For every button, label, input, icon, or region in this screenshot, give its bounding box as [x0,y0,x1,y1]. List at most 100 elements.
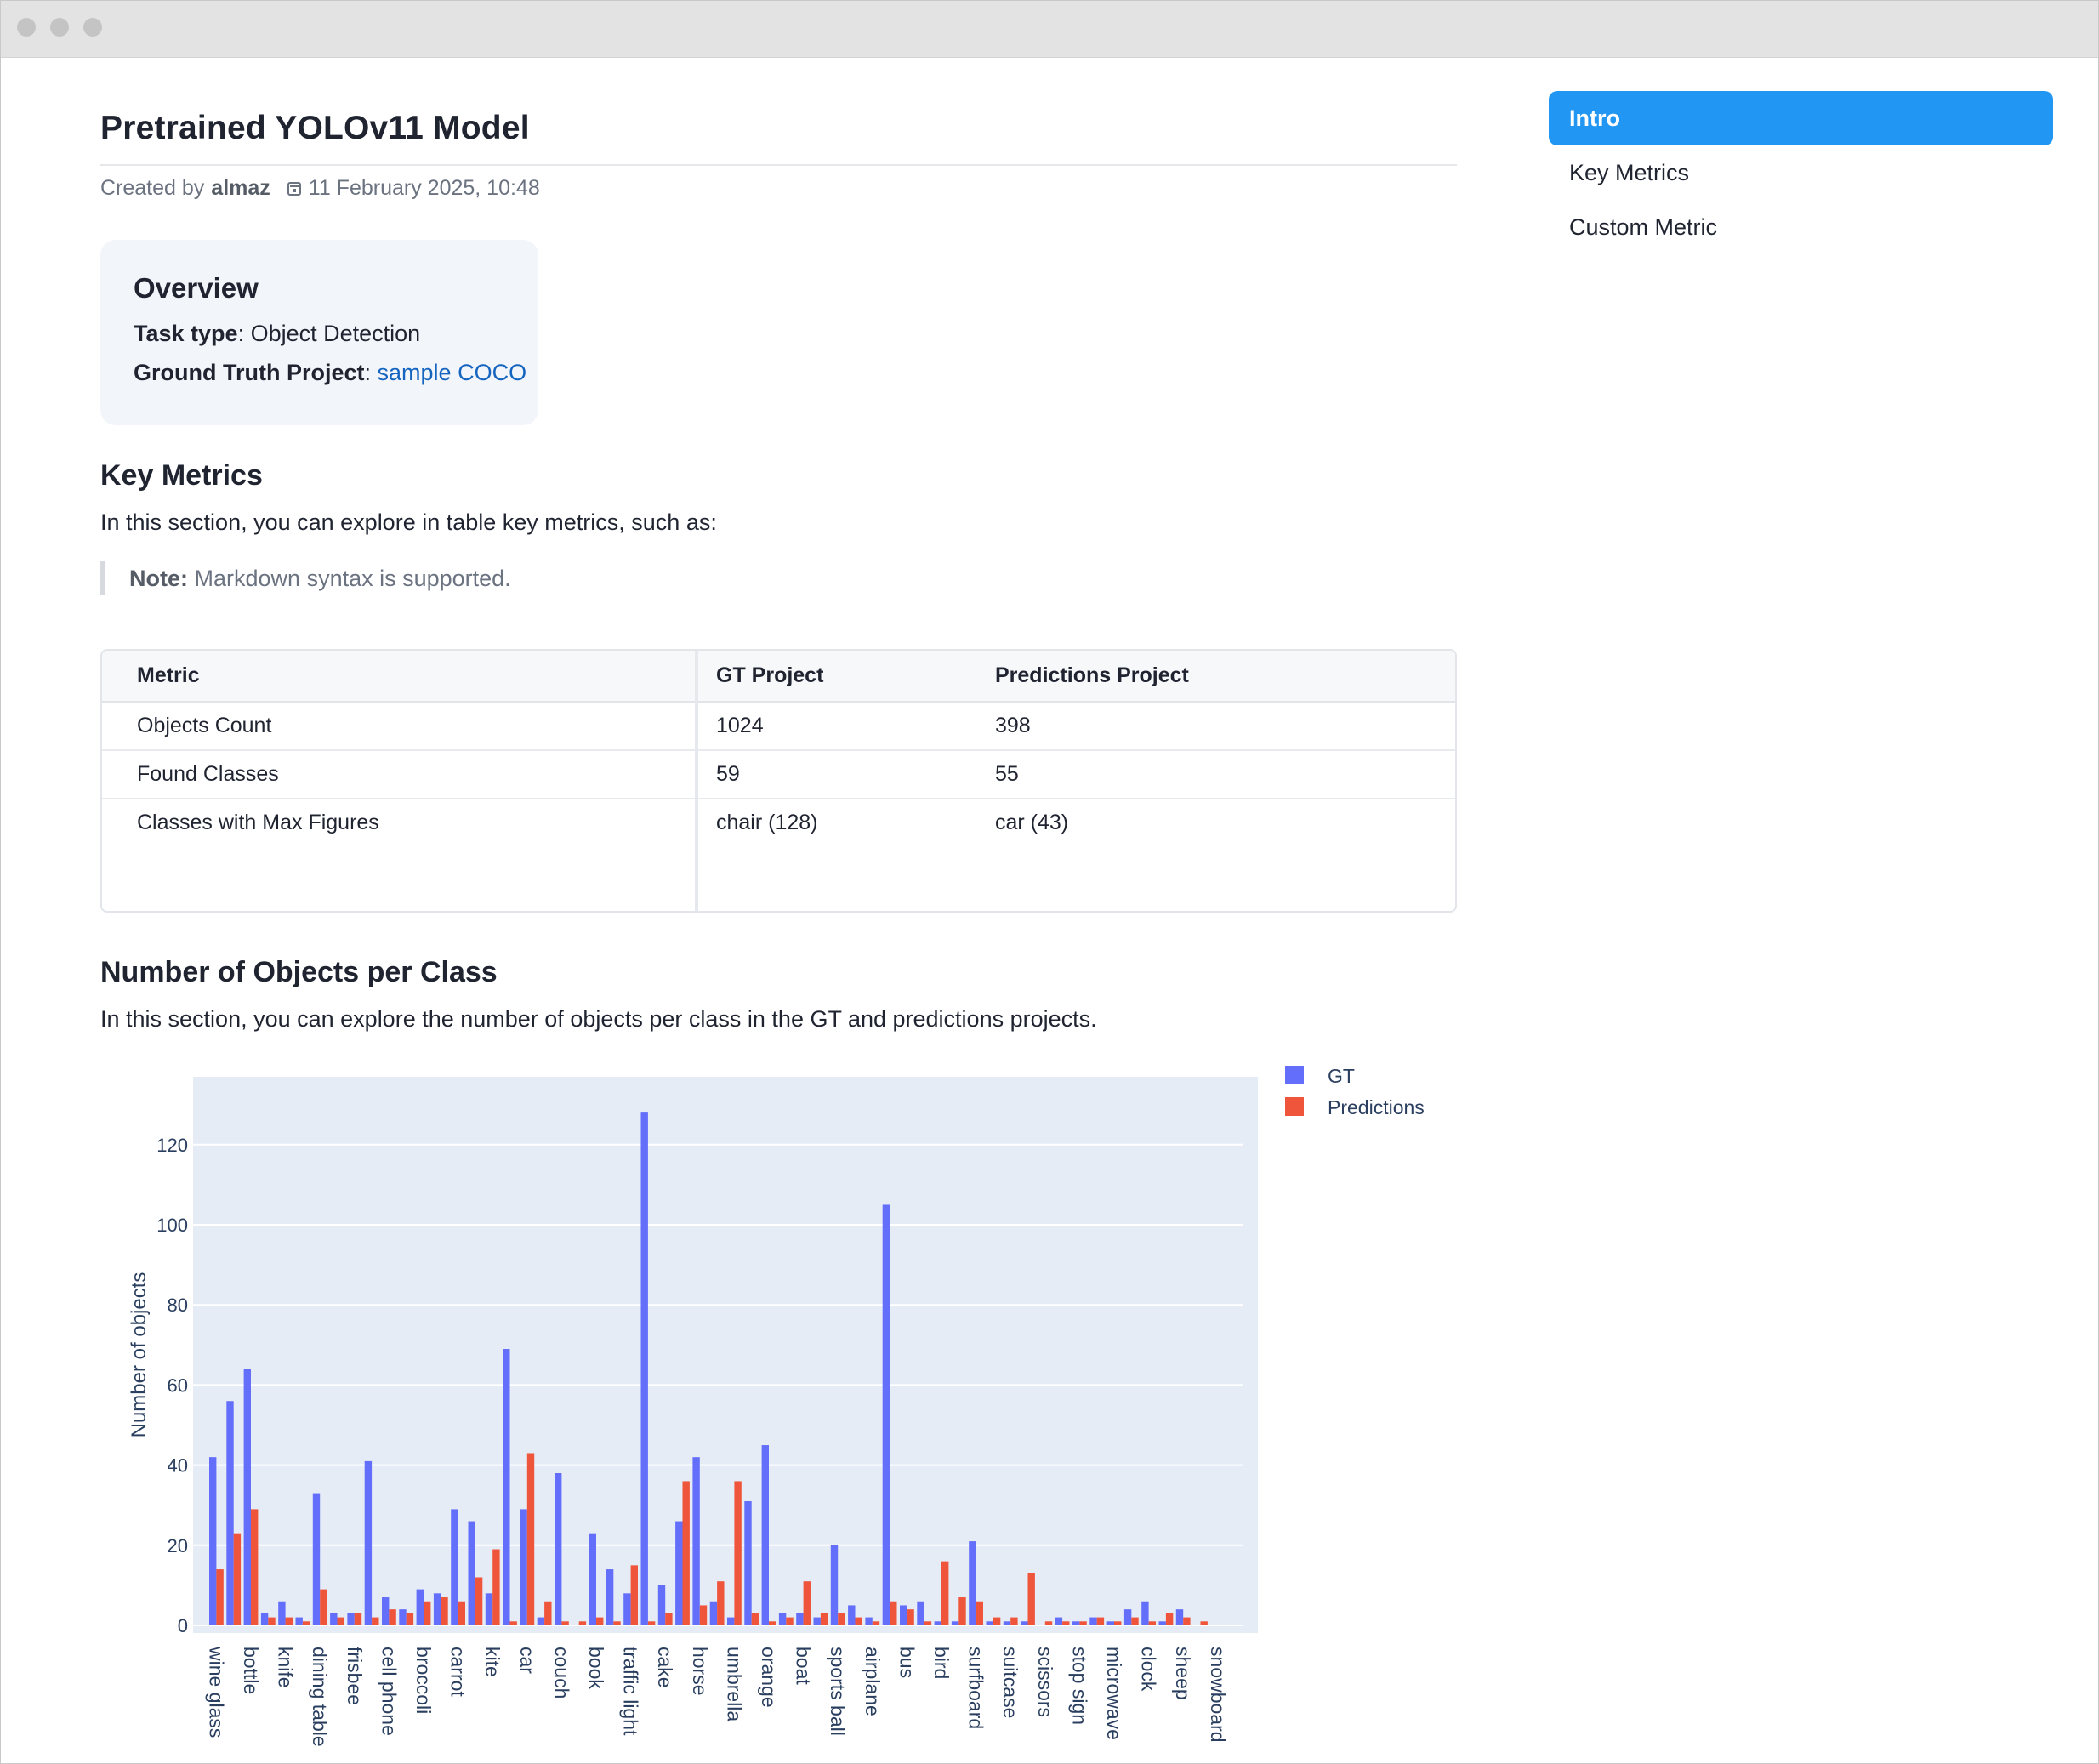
bar-predictions [1183,1617,1191,1625]
objects-per-class-heading: Number of Objects per Class [100,956,498,988]
y-tick-label: 80 [168,1295,188,1316]
bar-gt [778,1613,787,1625]
bar-gt [623,1593,631,1625]
bar-predictions [647,1621,656,1625]
bar-gt [675,1521,683,1625]
x-tick-label: wine glass [205,1646,227,1738]
bar-gt [226,1401,234,1625]
bar-predictions [890,1601,897,1625]
bar-gt [813,1617,821,1625]
note-label: Note: [129,566,188,591]
bar-predictions [561,1621,569,1625]
bar-predictions [1062,1621,1070,1625]
bar-predictions [976,1601,983,1625]
note-text: Markdown syntax is supported. [194,566,511,591]
table-cell: Found Classes [137,761,279,786]
bar-gt [312,1493,321,1625]
y-axis-title: Number of objects [128,1272,151,1438]
bar-gt [900,1605,907,1625]
bar-gt [761,1445,769,1625]
x-tick-label: sheep [1172,1647,1194,1700]
bar-predictions [734,1481,742,1625]
author-name: almaz [211,176,270,200]
bar-predictions [354,1613,362,1625]
bar-gt [606,1569,614,1625]
bar-gt [796,1613,804,1625]
table-row: Objects Count 1024 398 [102,702,1455,751]
gt-project-link[interactable]: sample COCO [377,360,527,385]
bar-predictions [302,1621,310,1625]
bar-predictions [630,1565,638,1625]
created-date: 11 February 2025, 10:48 [308,176,540,200]
x-tick-label: dining table [309,1647,331,1747]
toc-item-label: Key Metrics [1569,159,1690,185]
x-tick-label: clock [1138,1647,1160,1692]
bar-predictions [872,1621,880,1625]
bar-gt [1072,1621,1080,1625]
bar-gt [951,1621,959,1625]
bar-predictions [372,1617,379,1625]
bar-gt [330,1613,338,1625]
x-tick-label: orange [758,1647,780,1708]
key-metrics-description: In this section, you can explore in tabl… [100,509,717,535]
calendar-icon [287,181,301,196]
x-tick-label: umbrella [723,1647,745,1721]
x-tick-label: microwave [1103,1647,1125,1740]
bar-gt [295,1617,303,1625]
header-metric: Metric [137,663,200,687]
bar-gt [727,1617,735,1625]
table-cell: 1024 [716,713,764,737]
x-tick-label: surfboard [965,1647,987,1729]
bar-predictions [855,1617,862,1625]
task-type-line: Task type: Object Detection [134,321,421,346]
y-tick-label: 120 [156,1135,188,1156]
x-tick-label: cake [654,1647,676,1688]
table-cell: 59 [716,761,740,786]
table-row: Classes with Max Figures chair (128) car… [102,799,1455,846]
x-tick-label: book [585,1647,607,1689]
page-title: Pretrained YOLOv11 Model [100,110,530,146]
bar-gt [589,1533,596,1625]
bar-predictions [320,1589,327,1625]
toc-item-intro[interactable]: Intro [1549,91,2053,145]
bar-predictions [838,1613,845,1625]
table-cell: car (43) [995,810,1069,834]
table-cell: Objects Count [137,713,272,737]
window-minimize-dot[interactable] [50,18,69,37]
toc-item-custom-metric[interactable]: Custom Metric [1549,200,2053,254]
toc-item-key-metrics[interactable]: Key Metrics [1549,145,2053,200]
bar-predictions [441,1597,448,1625]
overview-card: Overview Task type: Object Detection Gro… [100,240,538,425]
bar-gt [848,1605,856,1625]
plot-background [193,1077,1258,1633]
bar-chart-svg[interactable]: 0 20 40 60 80 100 120 Number of objects wine gla… [100,1016,1457,1764]
bar-gt [1021,1621,1028,1625]
x-tick-label: snowboard [1207,1647,1229,1743]
window-close-dot[interactable] [17,18,36,37]
legend-label: GT [1328,1065,1355,1087]
bar-predictions [285,1617,293,1625]
bar-gt [1141,1601,1149,1625]
bar-predictions [786,1617,794,1625]
table-cell: chair (128) [716,810,818,834]
bar-predictions [544,1601,552,1625]
x-tick-label: stop sign [1068,1647,1090,1725]
x-tick-label: couch [550,1647,572,1699]
y-tick-label: 100 [156,1215,188,1236]
bar-predictions [406,1613,414,1625]
bar-predictions [1079,1621,1087,1625]
bar-gt [640,1112,648,1625]
bar-predictions [941,1561,949,1625]
x-tick-label: traffic light [620,1647,642,1736]
bar-gt [882,1204,890,1625]
x-tick-label: broccoli [412,1647,435,1714]
bar-gt [416,1589,424,1625]
bar-gt [1175,1609,1184,1625]
created-by-label: Created by [100,176,205,200]
bar-predictions [337,1617,344,1625]
bar-predictions [682,1481,690,1625]
overview-title: Overview [134,272,259,304]
window-titlebar [1,1,2098,58]
window-zoom-dot[interactable] [83,18,102,37]
table-column-separator [695,651,698,911]
